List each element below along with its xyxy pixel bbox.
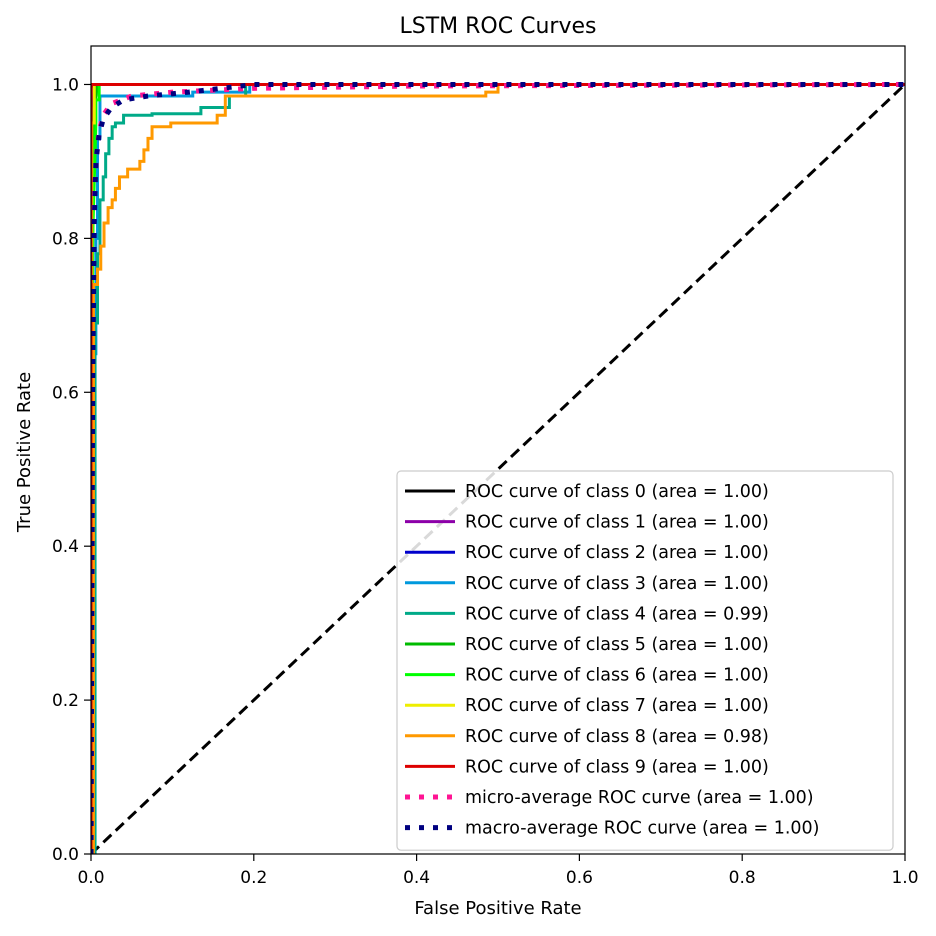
legend-label-5: ROC curve of class 5 (area = 1.00) — [465, 635, 769, 655]
y-tick-label: 0.4 — [52, 537, 79, 557]
legend-label-9: ROC curve of class 9 (area = 1.00) — [465, 757, 769, 777]
x-tick-label: 0.0 — [77, 868, 104, 888]
ticks-layer: 0.0 0.2 0.4 0.6 0.8 1.0 0.0 0.2 0.4 0.6 0.8 1.0 — [52, 75, 919, 888]
legend-label-1: ROC curve of class 1 (area = 1.00) — [465, 513, 769, 533]
x-axis-label: False Positive Rate — [414, 898, 581, 919]
legend-label-10: micro-average ROC curve (area = 1.00) — [465, 788, 814, 808]
x-tick-label: 0.2 — [240, 868, 267, 888]
legend-box — [396, 470, 894, 851]
y-axis-label: True Positive Rate — [14, 372, 35, 533]
y-tick-label: 0.8 — [52, 229, 79, 249]
legend-label-7: ROC curve of class 7 (area = 1.00) — [465, 696, 769, 716]
legend: ROC curve of class 0 (area = 1.00) ROC cu… — [396, 470, 894, 851]
chart-title: LSTM ROC Curves — [400, 14, 597, 39]
x-tick-label: 0.8 — [729, 868, 756, 888]
legend-label-2: ROC curve of class 2 (area = 1.00) — [465, 543, 769, 563]
x-tick-label: 0.6 — [566, 868, 593, 888]
legend-label-8: ROC curve of class 8 (area = 0.98) — [465, 727, 769, 747]
y-tick-label: 0.6 — [52, 383, 79, 403]
legend-label-6: ROC curve of class 6 (area = 1.00) — [465, 666, 769, 686]
legend-label-0: ROC curve of class 0 (area = 1.00) — [465, 482, 769, 502]
y-tick-label: 1.0 — [52, 75, 79, 95]
legend-label-3: ROC curve of class 3 (area = 1.00) — [465, 574, 769, 594]
x-tick-label: 0.4 — [403, 868, 430, 888]
plot-frame — [90, 45, 906, 855]
series-line-8 — [91, 82, 905, 854]
x-tick-label: 1.0 — [891, 868, 918, 888]
series-line-11 — [91, 81, 905, 854]
legend-label-11: macro-average ROC curve (area = 1.00) — [465, 819, 820, 839]
y-tick-label: 0.2 — [52, 691, 79, 711]
y-tick-label: 0.0 — [52, 845, 79, 865]
series-line-4 — [91, 82, 905, 854]
legend-label-4: ROC curve of class 4 (area = 0.99) — [465, 604, 769, 624]
